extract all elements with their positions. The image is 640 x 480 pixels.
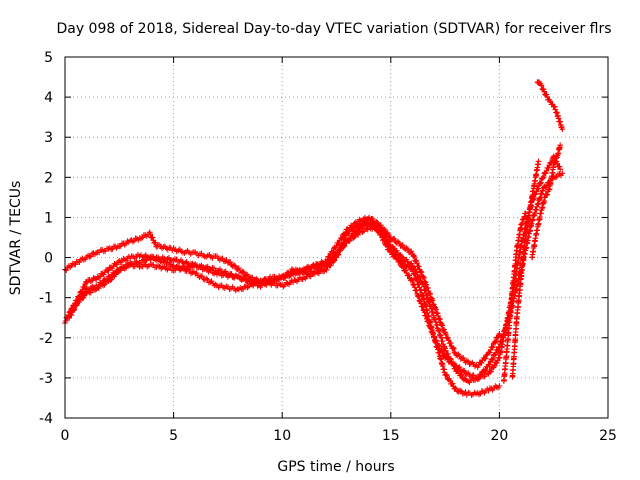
marker-trace [500,210,529,384]
y-tick-label: 5 [44,50,53,66]
x-tick-label: 5 [169,428,178,444]
axis-ticks: 0 5 10 15 20 25 -4 -3 -2 -1 0 1 2 3 4 5 [39,50,617,444]
x-tick-label: 20 [490,428,508,444]
chart-title: Day 098 of 2018, Sidereal Day-to-day VTE… [56,21,611,37]
y-tick-label: 0 [44,251,53,267]
y-tick-label: -1 [39,291,53,307]
y-tick-label: 3 [44,130,53,146]
marker-trace [509,158,542,380]
marker-trace [529,142,563,261]
series-track-d [66,153,563,382]
marker-trace [534,79,566,132]
y-tick-label: 2 [44,170,53,186]
x-tick-label: 10 [273,428,291,444]
x-tick-label: 15 [382,428,400,444]
series-spike-b [500,210,529,384]
series-spike-c [529,142,563,261]
y-axis-label: SDTVAR / TECUs [8,181,24,296]
y-tick-label: -4 [39,411,53,427]
x-tick-label: 25 [599,428,617,444]
x-tick-label: 0 [61,428,70,444]
y-tick-label: 1 [44,210,53,226]
series-upper-track [534,79,566,132]
x-axis-label: GPS time / hours [277,459,394,475]
plot-frame [64,56,609,419]
series-spike-a [509,158,542,380]
y-tick-label: -3 [39,371,53,387]
marker-trace [66,153,563,382]
y-tick-label: 4 [44,90,53,106]
data-marks [62,79,566,398]
y-tick-label: -2 [39,331,53,347]
